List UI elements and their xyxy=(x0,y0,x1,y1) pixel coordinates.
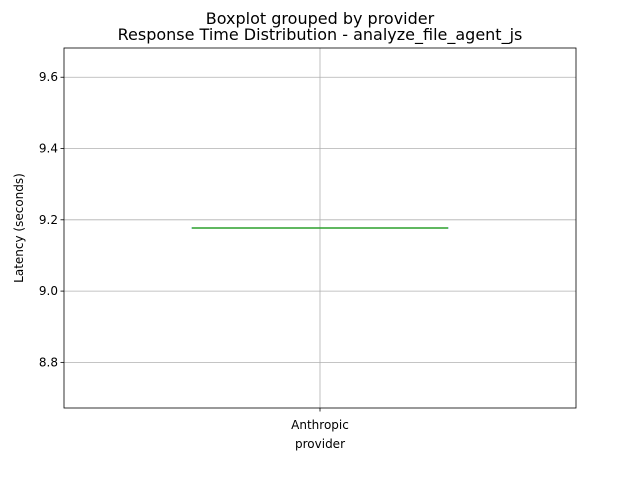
plot-area: 8.8 9.0 9.2 9.4 9.6 Anthropic xyxy=(39,47,577,432)
y-tick-label: 9.6 xyxy=(39,70,58,84)
y-tick-label: 9.2 xyxy=(39,213,58,227)
y-tick-label: 9.0 xyxy=(39,284,58,298)
y-axis-label: Latency (seconds) xyxy=(12,173,26,283)
chart-title: Response Time Distribution - analyze_fil… xyxy=(118,25,523,45)
y-tick-label: 9.4 xyxy=(39,142,58,156)
chart-suptitle: Boxplot grouped by provider xyxy=(206,9,435,28)
x-axis-label: provider xyxy=(295,437,345,451)
y-tick-label: 8.8 xyxy=(39,355,58,369)
x-tick-label: Anthropic xyxy=(291,418,349,432)
axes-frame xyxy=(63,47,577,409)
